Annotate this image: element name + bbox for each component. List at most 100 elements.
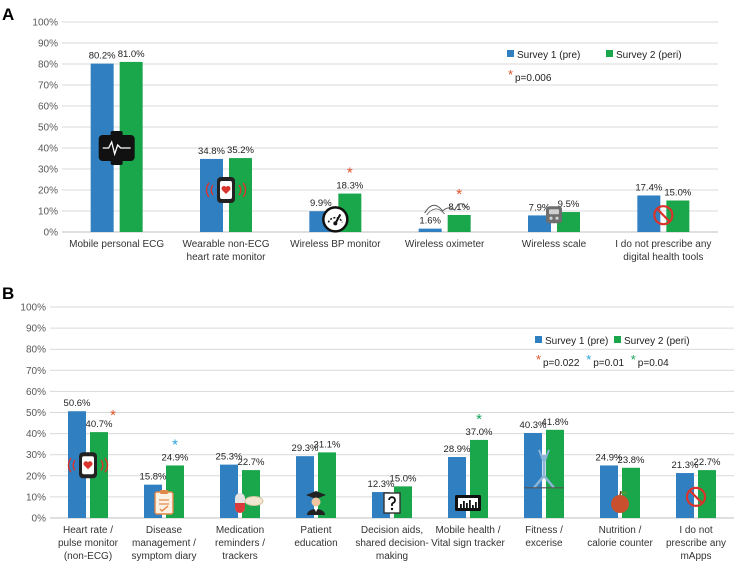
legend-swatch [614, 336, 621, 343]
bar-survey1 [220, 464, 238, 518]
data-label: 40.7% [86, 419, 113, 430]
x-category-label: reminders / [215, 538, 265, 549]
pvalue-star: * [631, 352, 636, 367]
bar-survey1 [528, 215, 551, 232]
y-tick-label: 20% [38, 186, 58, 197]
x-category-label: pulse monitor [58, 538, 119, 549]
y-tick-label: 70% [38, 81, 58, 92]
panel-a-chart: 0% 10% 20% 30% 40% 50% 60% 70% 80% 90% 100% 80.2% 81… [32, 18, 718, 263]
y-tick-label: 80% [38, 60, 58, 71]
bar-survey1 [418, 228, 442, 232]
bar-survey2 [546, 429, 564, 518]
x-category-label: management / [132, 538, 196, 549]
data-label: 35.2% [227, 145, 254, 156]
data-label: 37.0% [466, 427, 493, 438]
y-tick-label: 30% [38, 165, 58, 176]
vital-tracker-icon [455, 495, 481, 511]
y-tick-label: 100% [32, 18, 58, 29]
legend-swatch [535, 336, 542, 343]
x-category-label: mApps [680, 551, 711, 562]
x-category-label: (non-ECG) [64, 551, 112, 562]
bp-gauge-icon [322, 206, 349, 233]
x-category-label: Disease [146, 525, 183, 536]
data-label: 12.3% [368, 479, 395, 490]
panel-a-letter: A [2, 5, 14, 24]
data-label: 25.3% [216, 452, 243, 463]
y-tick-label: 20% [26, 471, 46, 482]
y-tick-label: 60% [38, 102, 58, 113]
x-category-label: Heart rate / [63, 525, 113, 536]
x-category-label: Wearable non-ECG [182, 239, 269, 250]
data-label: 7.9% [529, 202, 551, 213]
x-category-label: I do not [679, 525, 713, 536]
pvalue-text: p=0.04 [638, 358, 669, 369]
pvalue-star: * [508, 67, 513, 82]
x-category-label: shared decision- [355, 538, 428, 549]
x-category-label: heart rate monitor [187, 252, 267, 263]
bar-survey2 [447, 214, 471, 232]
x-category-label: Decision aids, [361, 525, 423, 536]
pvalue-star: * [586, 352, 591, 367]
data-label: 15.0% [390, 473, 417, 484]
bar-survey1 [637, 195, 661, 232]
data-label: 24.9% [596, 452, 623, 463]
x-category-label: symptom diary [131, 551, 196, 562]
y-tick-label: 100% [20, 303, 46, 314]
no-symbol-icon [653, 205, 674, 226]
data-label: 1.6% [419, 216, 441, 227]
data-label: 50.6% [64, 398, 91, 409]
y-tick-label: 40% [38, 144, 58, 155]
symptom-diary-icon [154, 490, 174, 515]
y-tick-label: 90% [38, 39, 58, 50]
question-doc-icon [383, 492, 401, 514]
y-tick-label: 0% [44, 228, 59, 239]
x-category-label: calorie counter [587, 538, 653, 549]
graduate-icon [306, 491, 326, 515]
significance-star: * [172, 436, 178, 453]
legend-label: Survey 2 (peri) [624, 336, 690, 347]
x-category-label: excerise [525, 538, 563, 549]
legend-label: Survey 1 (pre) [545, 336, 608, 347]
x-category-label: Patient [300, 525, 331, 536]
legend-swatch [606, 50, 613, 57]
x-category-label: I do not prescribe any [615, 239, 711, 250]
data-label: 31.1% [314, 439, 341, 450]
data-label: 23.8% [618, 455, 645, 466]
data-label: 17.4% [635, 182, 662, 193]
x-category-label: prescribe any [666, 538, 726, 549]
y-tick-label: 90% [26, 324, 46, 335]
bar-survey1 [524, 432, 542, 518]
data-label: 15.8% [140, 472, 167, 483]
x-category-label: education [294, 538, 337, 549]
data-label: 21.3% [672, 460, 699, 471]
data-label: 15.0% [664, 188, 691, 199]
ecg-watch-icon [98, 131, 135, 165]
data-label: 34.8% [198, 146, 225, 157]
pvalue-text: p=0.006 [515, 73, 552, 84]
x-category-label: making [376, 551, 408, 562]
bar-survey2 [698, 470, 716, 518]
bar-survey1 [676, 473, 694, 518]
data-label: 80.2% [89, 51, 116, 62]
y-tick-label: 50% [38, 123, 58, 134]
oximeter-icon [424, 203, 468, 216]
y-tick-label: 10% [38, 207, 58, 218]
data-label: 40.3% [520, 420, 547, 431]
x-category-label: Vital sign tracker [431, 538, 505, 549]
no-symbol-icon [685, 486, 707, 507]
legend-label: Survey 1 (pre) [517, 50, 580, 61]
data-label: 8.1% [448, 202, 470, 213]
data-label: 24.9% [162, 452, 189, 463]
bar-survey2 [229, 158, 252, 232]
data-label: 18.3% [336, 181, 363, 192]
legend-swatch [507, 50, 514, 57]
y-tick-label: 70% [26, 366, 46, 377]
x-category-label: Fitness / [525, 525, 563, 536]
data-label: 9.5% [558, 199, 580, 210]
bar-survey1 [296, 456, 314, 518]
y-tick-label: 60% [26, 387, 46, 398]
data-label: 41.8% [542, 417, 569, 428]
y-tick-label: 30% [26, 450, 46, 461]
x-category-label: Medication [216, 525, 264, 536]
